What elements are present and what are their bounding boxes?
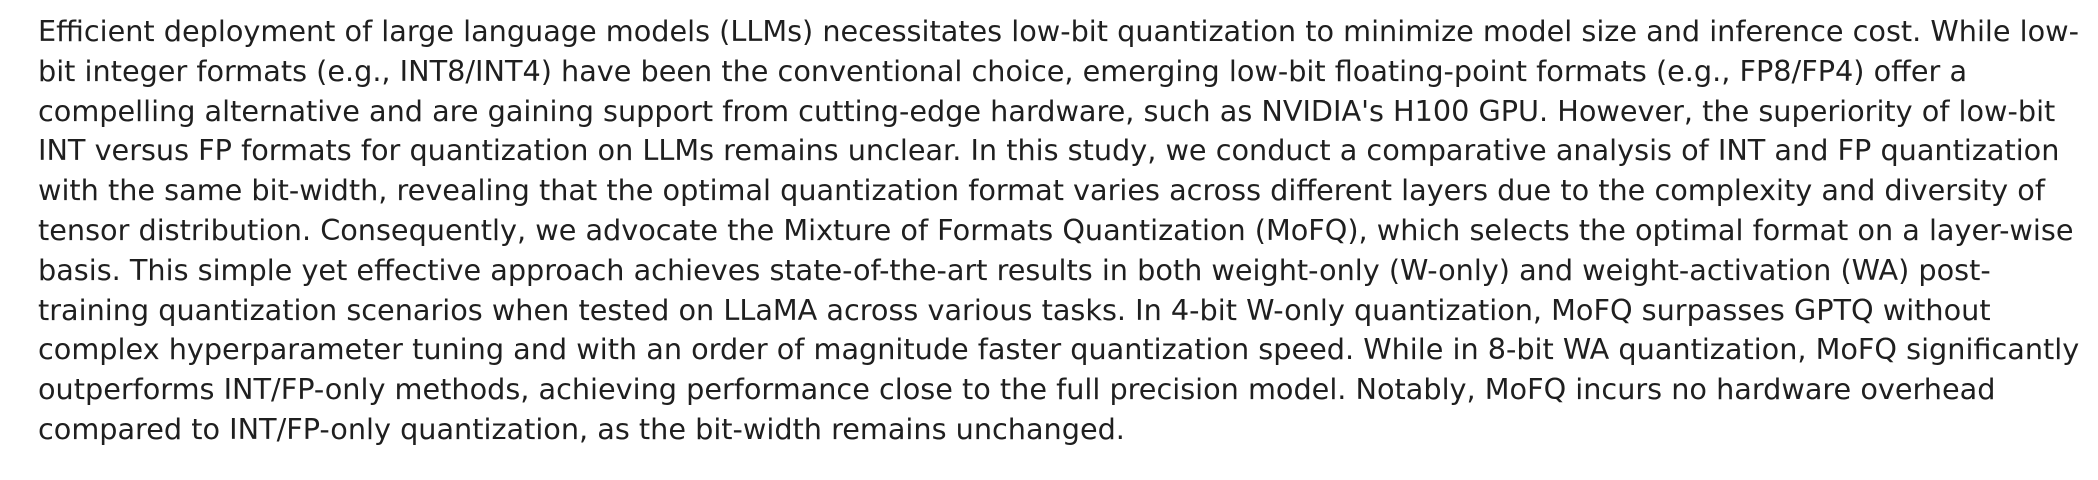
abstract-paragraph: Efficient deployment of large language m…: [38, 14, 2080, 446]
